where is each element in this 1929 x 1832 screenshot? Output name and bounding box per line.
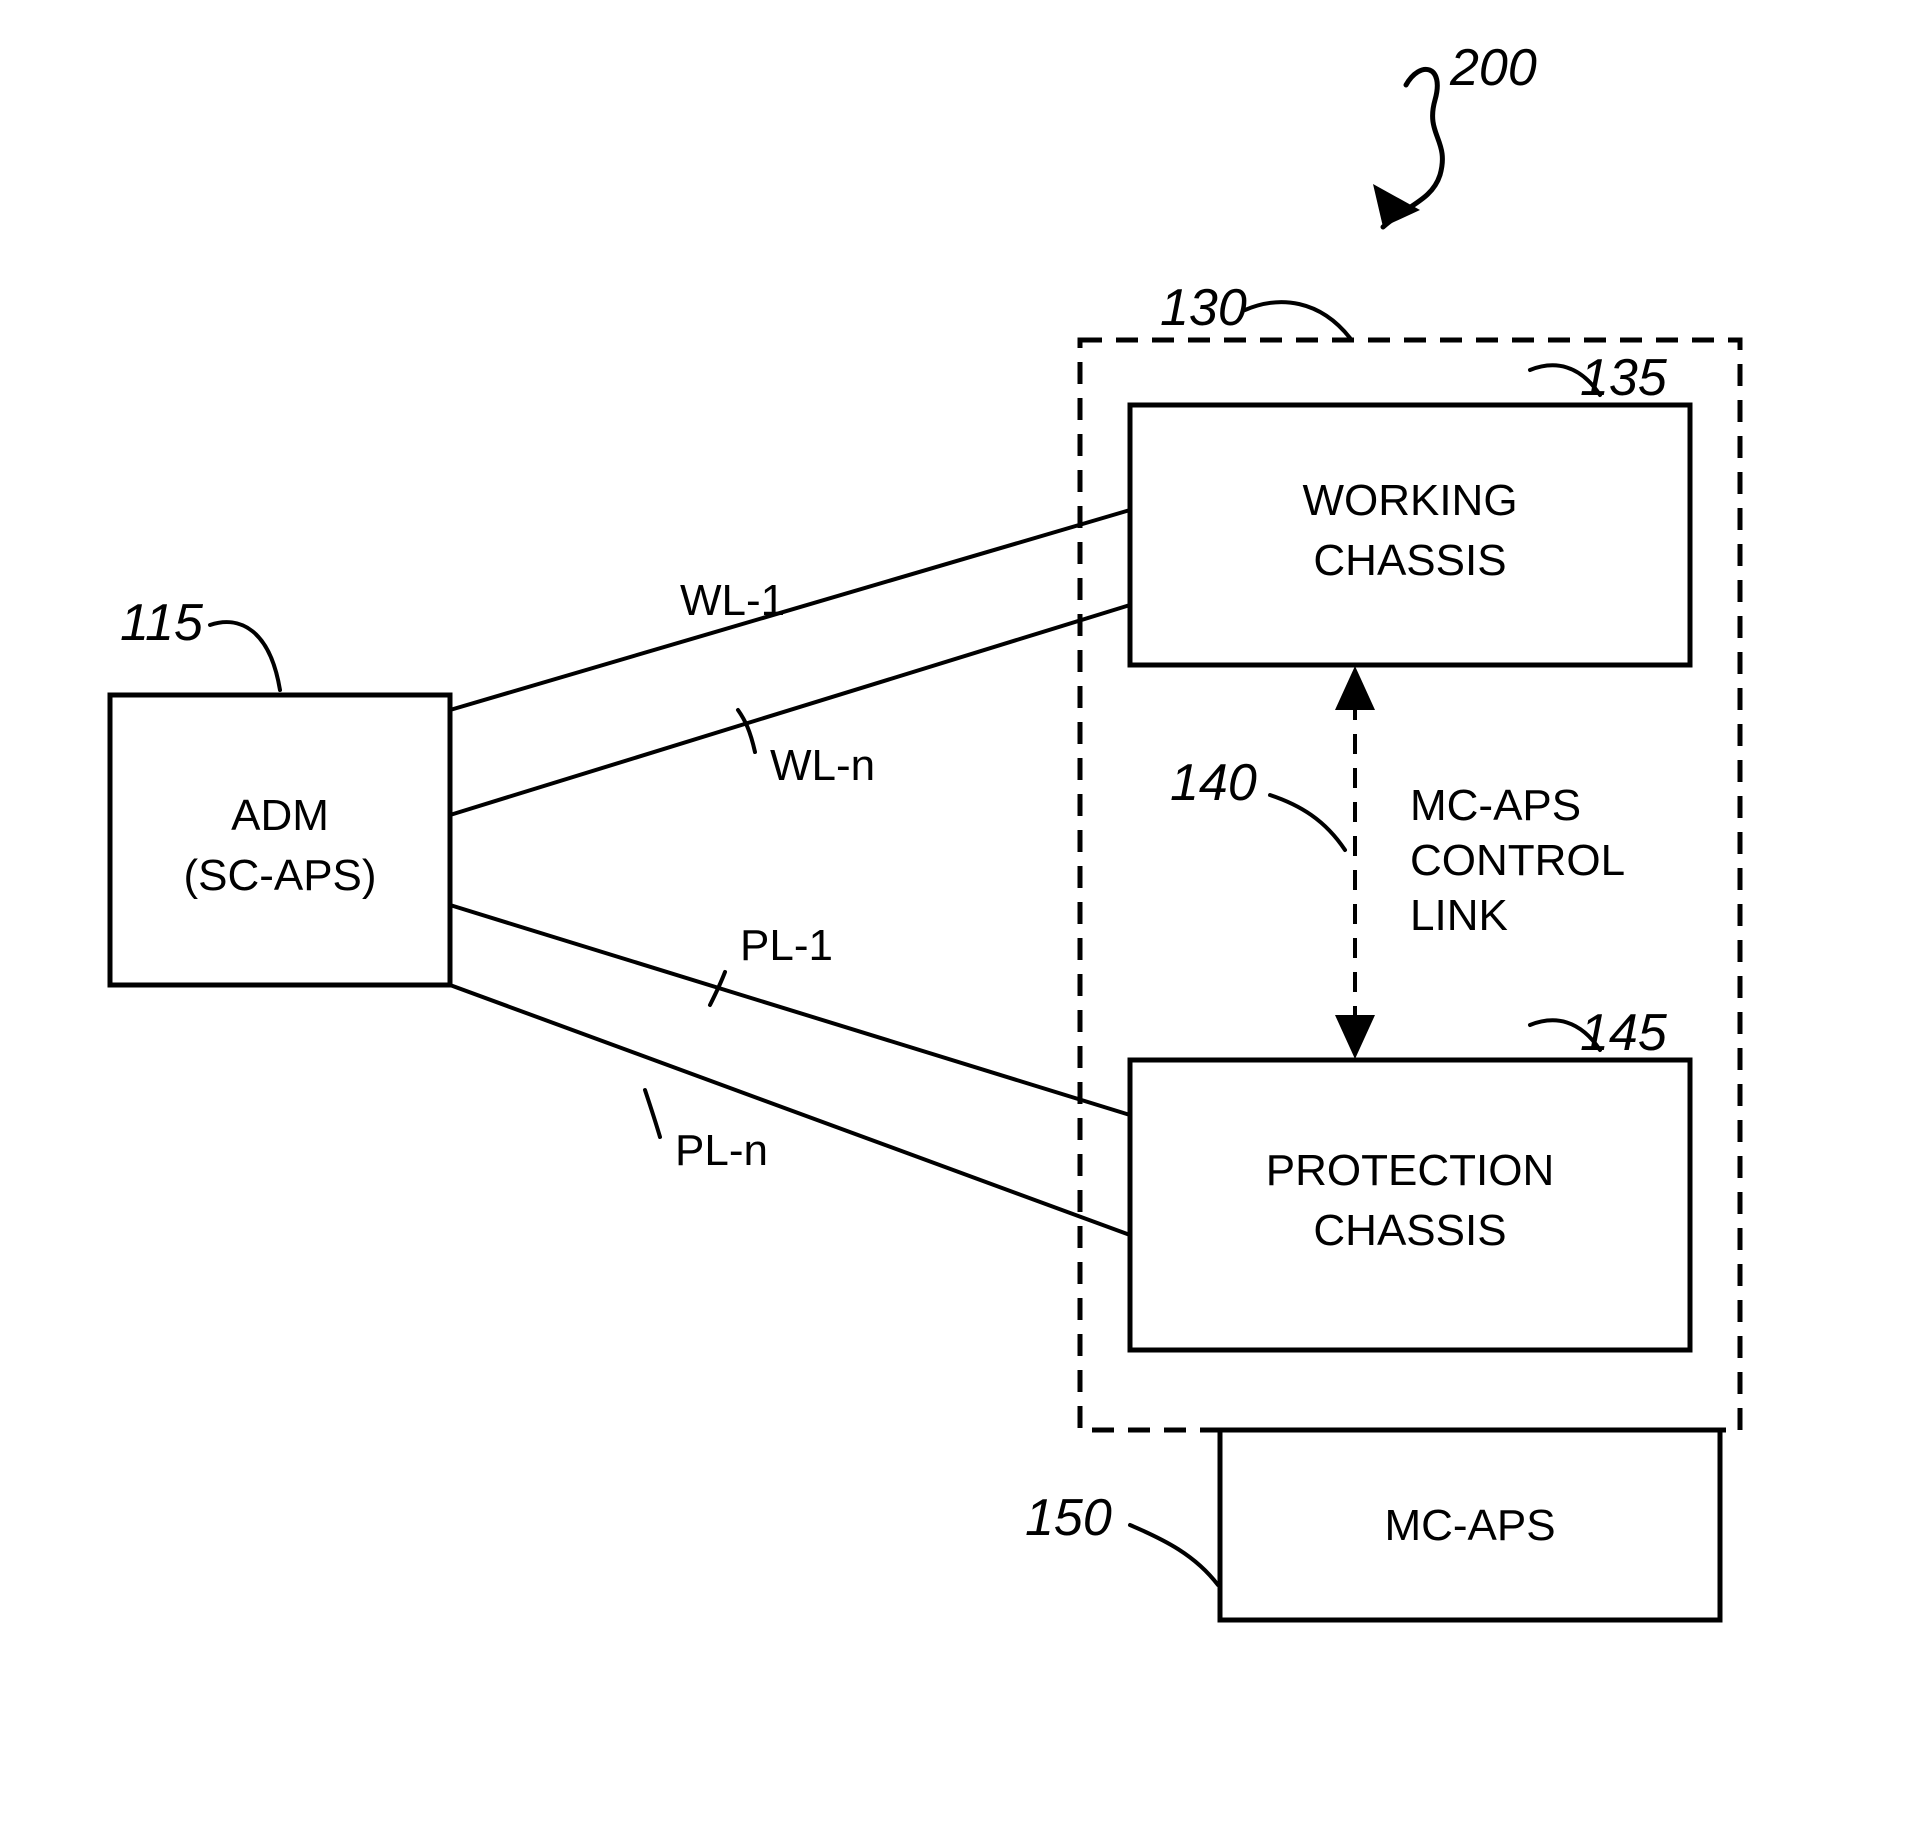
working-label-1: WORKING [1302,476,1517,525]
protection-label-1: PROTECTION [1266,1146,1554,1195]
protection-ref: 145 [1580,1004,1668,1062]
link-wl1 [450,510,1130,710]
mcaps-ref-leader [1130,1525,1218,1585]
link-pln [450,985,1130,1235]
control-link-label-3: LINK [1410,891,1508,940]
diagram-canvas: 200 130 135 WORKING CHASSIS 145 PROTECTI… [0,0,1929,1832]
control-link-ref-leader [1270,795,1345,850]
working-ref: 135 [1580,349,1668,407]
adm-box: ADM (SC-APS) 115 [110,594,450,985]
adm-label-2: (SC-APS) [183,851,376,900]
figure-ref-label: 200 [1449,39,1537,97]
protection-label-2: CHASSIS [1313,1206,1506,1255]
mcaps-label: MC-APS [1384,1501,1555,1550]
adm-ref-leader [210,622,280,690]
control-link: MC-APS CONTROL LINK 140 [1170,666,1625,1059]
protection-chassis: 145 PROTECTION CHASSIS [1130,1004,1690,1350]
link-pln-label: PL-n [675,1126,768,1175]
control-link-ref: 140 [1170,754,1257,812]
link-wln-label: WL-n [770,741,875,790]
control-link-label-1: MC-APS [1410,781,1581,830]
group-ref-leader [1245,302,1350,338]
mcaps-ref: 150 [1025,1489,1112,1547]
link-pl1-label: PL-1 [740,921,833,970]
link-pln-leader [645,1090,660,1137]
control-link-label-2: CONTROL [1410,836,1625,885]
figure-ref: 200 [1373,39,1537,227]
group-ref: 130 [1160,279,1247,337]
adm-ref: 115 [120,594,204,652]
mcaps-box: MC-APS 150 [1025,1430,1720,1620]
link-wl1-label: WL-1 [680,576,785,625]
link-wln-leader [738,710,755,752]
working-label-2: CHASSIS [1313,536,1506,585]
working-chassis: 135 WORKING CHASSIS [1130,349,1690,665]
adm-label-1: ADM [231,791,329,840]
